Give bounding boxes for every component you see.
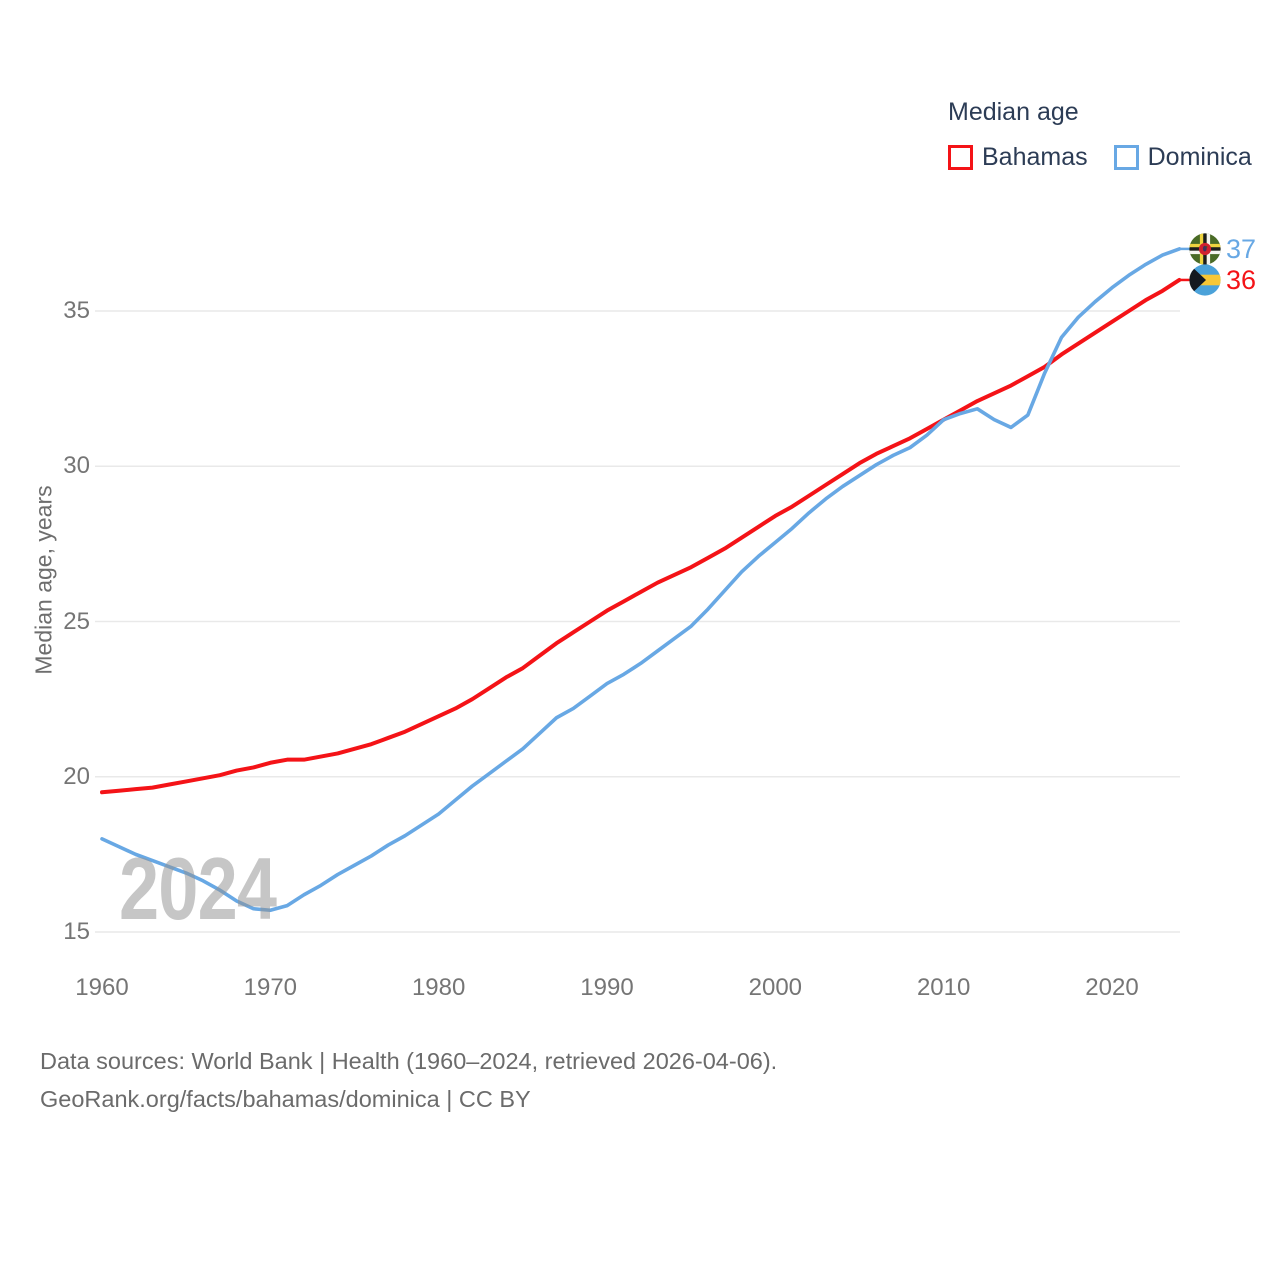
legend-item-dominica[interactable]: Dominica <box>1113 143 1252 172</box>
legend-item-bahamas[interactable]: Bahamas <box>948 143 1088 172</box>
x-tick-label: 2010 <box>916 974 971 1001</box>
x-tick-label: 1970 <box>243 974 298 1001</box>
legend-items: Bahamas Dominica <box>948 143 1252 172</box>
end-value-bahamas: 36 <box>1226 265 1257 295</box>
bahamas-swatch-icon <box>948 145 973 170</box>
footer-attribution: GeoRank.org/facts/bahamas/dominica | CC … <box>40 1086 531 1112</box>
x-tick-label: 2000 <box>748 974 803 1001</box>
watermark: 2024 <box>119 839 277 938</box>
legend: Median age Bahamas Dominica <box>948 98 1252 172</box>
y-tick-label: 25 <box>63 607 90 635</box>
end-value-dominica: 37 <box>1226 234 1257 264</box>
y-tick-label: 15 <box>63 918 90 945</box>
y-tick-label: 30 <box>63 452 90 480</box>
dominica-flag-icon <box>1189 233 1221 265</box>
legend-item-label: Dominica <box>1147 143 1252 171</box>
dominica-swatch-icon <box>1113 145 1139 170</box>
legend-title: Median age <box>948 98 1079 126</box>
x-tick-label: 2020 <box>1085 974 1139 1001</box>
footer-sources: Data sources: World Bank | Health (1960–… <box>40 1048 778 1074</box>
y-tick-label: 35 <box>63 297 90 324</box>
bahamas-flag-icon <box>1189 264 1221 296</box>
y-tick-label: 20 <box>63 762 90 790</box>
footer: Data sources: World Bank | Health (1960–… <box>40 1042 777 1118</box>
legend-item-label: Bahamas <box>982 143 1088 171</box>
x-tick-label: 1960 <box>75 974 129 1001</box>
x-tick-label: 1980 <box>411 974 466 1001</box>
x-tick-label: 1990 <box>580 974 634 1001</box>
